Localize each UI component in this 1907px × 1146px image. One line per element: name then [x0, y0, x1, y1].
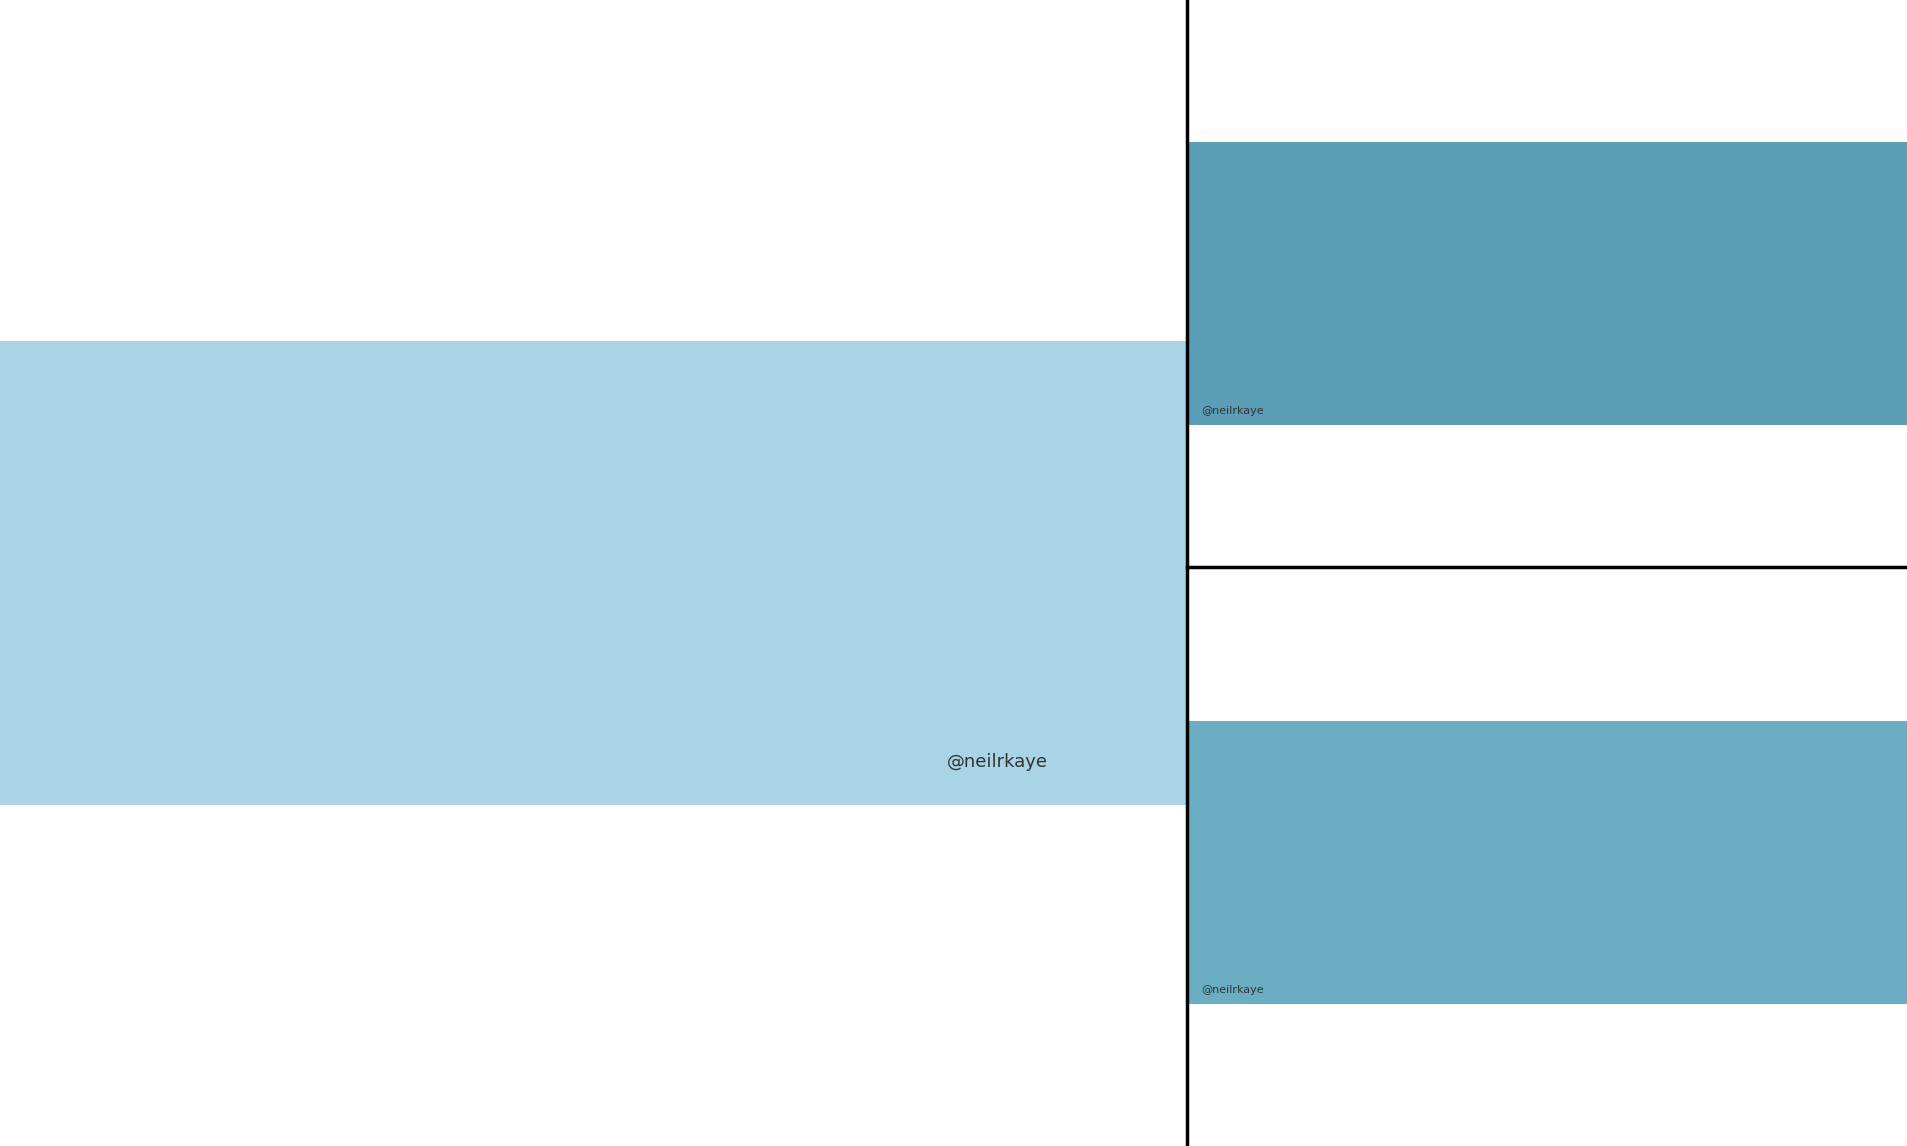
- Text: @neilrkaye: @neilrkaye: [1201, 986, 1262, 995]
- Text: @neilrkaye: @neilrkaye: [946, 753, 1047, 770]
- Text: @neilrkaye: @neilrkaye: [1201, 407, 1262, 416]
